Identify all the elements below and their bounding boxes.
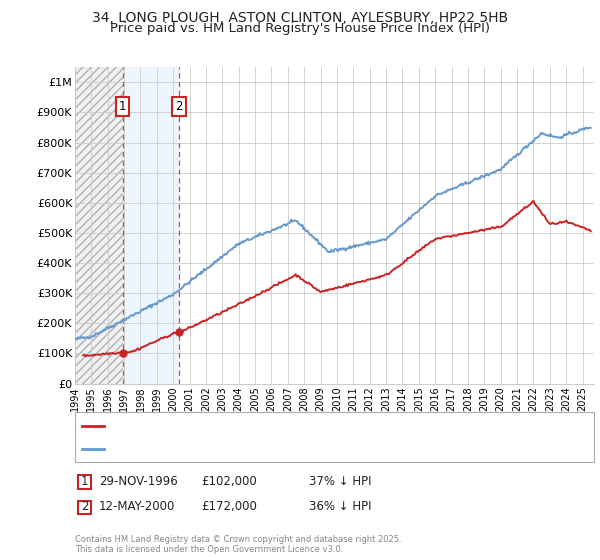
Text: 2: 2	[175, 100, 183, 113]
Bar	[122, 67, 179, 384]
Text: 36% ↓ HPI: 36% ↓ HPI	[309, 500, 371, 514]
Text: £102,000: £102,000	[201, 475, 257, 488]
Text: Contains HM Land Registry data © Crown copyright and database right 2025.
This d: Contains HM Land Registry data © Crown c…	[75, 535, 401, 554]
Text: Price paid vs. HM Land Registry's House Price Index (HPI): Price paid vs. HM Land Registry's House …	[110, 22, 490, 35]
Text: 1: 1	[119, 100, 127, 113]
Text: £172,000: £172,000	[201, 500, 257, 514]
Text: HPI: Average price, detached house, Buckinghamshire: HPI: Average price, detached house, Buck…	[108, 445, 392, 454]
Bar	[75, 67, 122, 384]
Text: 1: 1	[81, 475, 88, 488]
Text: 2: 2	[81, 500, 88, 514]
Text: 34, LONG PLOUGH, ASTON CLINTON, AYLESBURY, HP22 5HB: 34, LONG PLOUGH, ASTON CLINTON, AYLESBUR…	[92, 11, 508, 25]
Bar	[75, 67, 122, 384]
Text: 12-MAY-2000: 12-MAY-2000	[99, 500, 175, 514]
Text: 37% ↓ HPI: 37% ↓ HPI	[309, 475, 371, 488]
Text: 34, LONG PLOUGH, ASTON CLINTON, AYLESBURY, HP22 5HB (detached house): 34, LONG PLOUGH, ASTON CLINTON, AYLESBUR…	[108, 421, 515, 431]
Text: 29-NOV-1996: 29-NOV-1996	[99, 475, 178, 488]
